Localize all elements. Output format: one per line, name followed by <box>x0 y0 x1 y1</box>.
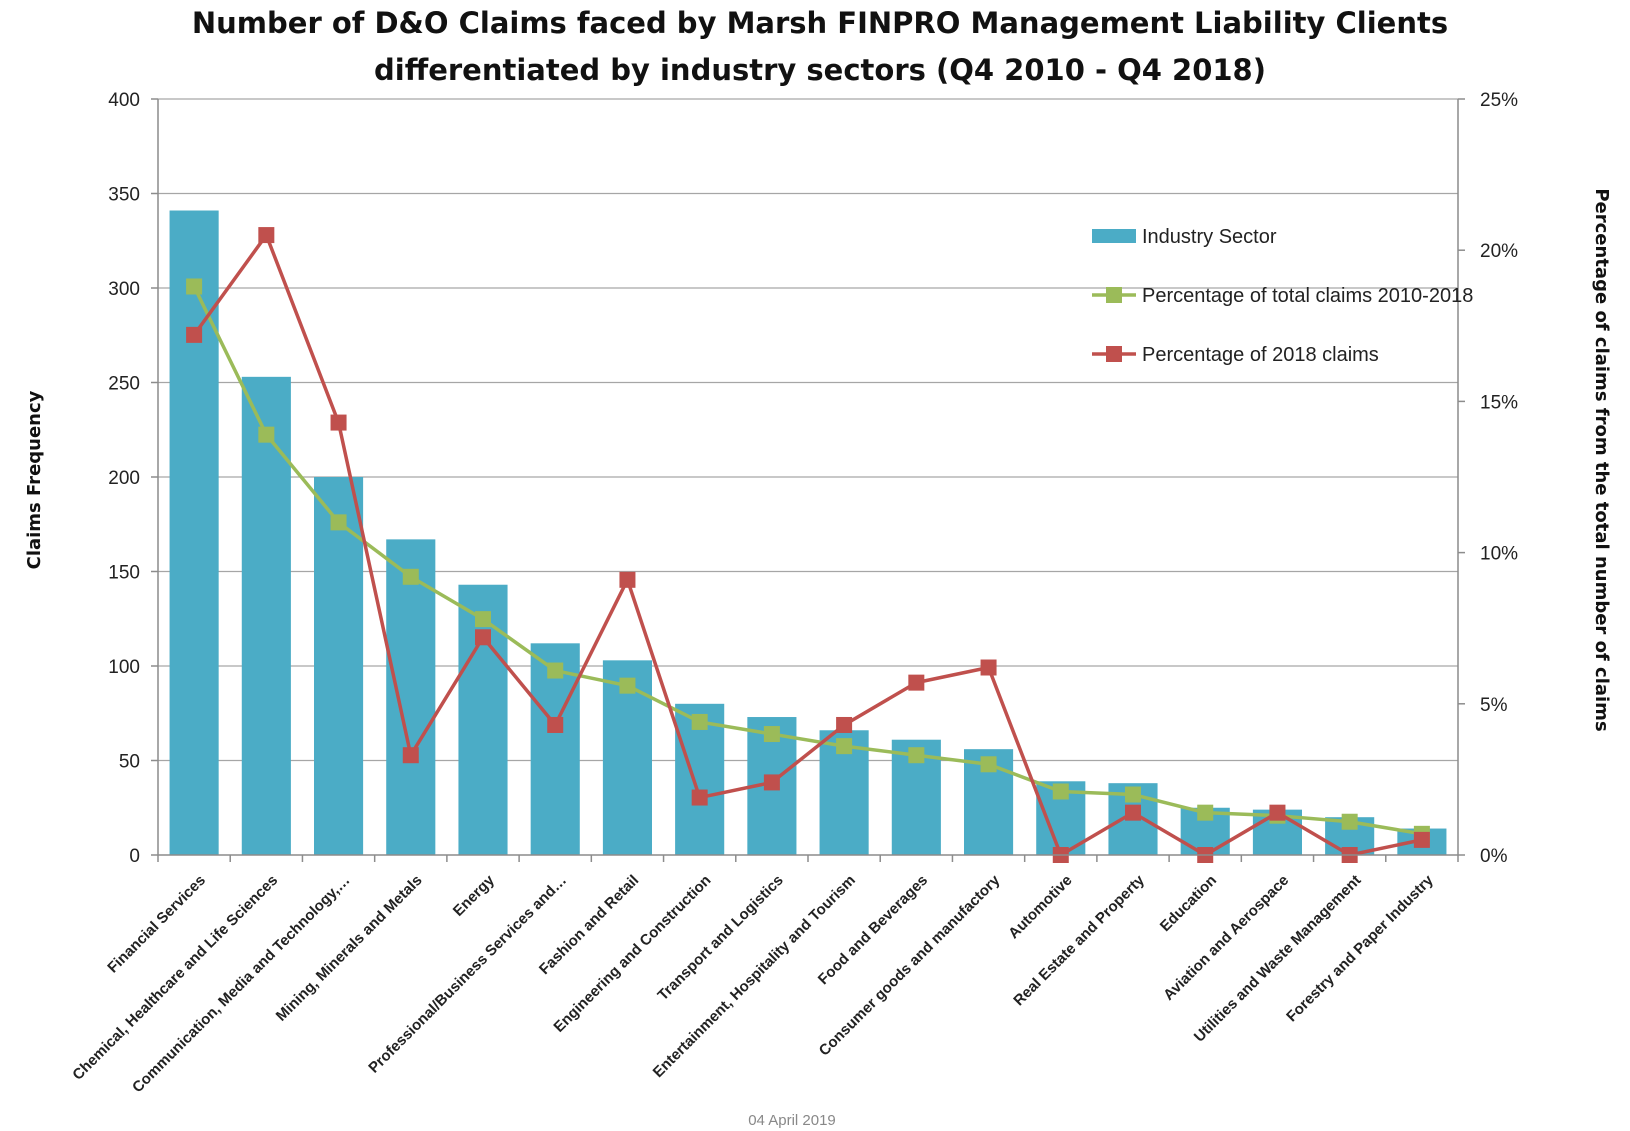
total-claims-point <box>908 747 925 764</box>
total-claims-point <box>1197 804 1214 821</box>
x-tick-label: Forestry and Paper Industry <box>1283 871 1437 1025</box>
claims-2018-point <box>763 774 780 791</box>
chart-title: Number of D&O Claims faced by Marsh FINP… <box>192 6 1448 87</box>
total-claims-point <box>475 611 491 628</box>
claims-2018-point <box>691 789 708 806</box>
chart-title-line-1: Number of D&O Claims faced by Marsh FINP… <box>192 6 1448 40</box>
axes <box>151 98 1465 862</box>
x-tick-label: Real Estate and Property <box>1010 871 1148 1009</box>
total-claims-point <box>691 713 708 730</box>
y-tick-labels: 0 50 100 150 200 250 300 350 400 <box>108 90 140 867</box>
y-tick-label: 300 <box>108 279 140 300</box>
y-tick-label: 400 <box>108 90 140 111</box>
legend-entry: Industry Sector <box>1142 226 1277 248</box>
legend: Industry Sector Percentage of total claim… <box>1092 226 1473 366</box>
total-claims-point <box>1341 813 1358 830</box>
total-claims-point <box>547 662 564 679</box>
bar <box>386 539 436 855</box>
total-claims-point <box>619 677 636 694</box>
gridlines <box>158 98 1458 762</box>
claims-2018-point <box>980 659 997 676</box>
claims-2018-point <box>1269 804 1286 821</box>
claims-2018-point <box>1413 831 1430 848</box>
bar <box>530 643 580 855</box>
y-tick-label: 50 <box>119 752 140 773</box>
claims-2018-point <box>547 716 564 733</box>
x-tick-label: Automotive <box>1005 872 1075 942</box>
claims-2018-point <box>258 227 275 244</box>
x-tick-label: Aviation and Aerospace <box>1160 872 1292 1004</box>
y-tick-label: 250 <box>108 374 140 395</box>
legend-entry: Percentage of total claims 2010-2018 <box>1142 285 1473 307</box>
x-tick-label: Education <box>1157 872 1220 935</box>
y2-tick-label: 20% <box>1480 241 1518 262</box>
claims-2018-point <box>836 716 853 733</box>
y2-axis-title: Percentage of claims from the total numb… <box>1591 188 1612 731</box>
y-tick-label: 100 <box>108 657 140 678</box>
legend-entry: Percentage of 2018 claims <box>1142 344 1379 366</box>
claims-2018-point <box>1125 804 1141 821</box>
claims-2018-point <box>186 326 203 343</box>
y2-tick-label: 5% <box>1480 695 1508 716</box>
total-claims-line <box>192 285 1423 836</box>
y-tick-label: 350 <box>108 185 140 206</box>
line-series <box>186 227 1430 863</box>
x-tick-label: Engineering and Construction <box>550 872 714 1036</box>
total-claims-point <box>836 738 853 755</box>
total-claims-point <box>1125 786 1141 803</box>
legend-marker-total <box>1106 287 1122 303</box>
total-claims-point <box>763 726 780 743</box>
total-claims-point <box>402 568 419 585</box>
y-tick-label: 0 <box>129 846 140 867</box>
y2-tick-label: 10% <box>1480 544 1518 565</box>
y2-tick-label: 0% <box>1480 846 1508 867</box>
footer-date: 04 April 2019 <box>748 1112 836 1129</box>
total-claims-point <box>258 426 275 443</box>
x-tick-label: Transport and Logistics <box>654 872 786 1004</box>
y-tick-label: 200 <box>108 468 140 489</box>
total-claims-point <box>980 756 997 773</box>
legend-swatch-bar <box>1092 229 1136 243</box>
legend-marker-2018 <box>1106 346 1122 362</box>
total-claims-point <box>330 514 347 531</box>
x-tick-label: Energy <box>450 871 498 919</box>
y2-tick-label: 25% <box>1480 90 1518 111</box>
x-tick-label: Mining, Minerals and Metals <box>273 872 426 1025</box>
claims-2018-point <box>475 629 491 646</box>
claims-2018-point <box>908 674 925 691</box>
y-tick-label: 150 <box>108 563 140 584</box>
claims-2018-point <box>402 747 419 764</box>
bar <box>241 376 291 855</box>
y-axis-title: Claims Frequency <box>24 390 45 569</box>
bar <box>314 477 364 855</box>
y2-tick-label: 15% <box>1480 392 1518 413</box>
total-claims-point <box>186 278 203 295</box>
chart-title-line-2: differentiated by industry sectors (Q4 2… <box>374 53 1266 87</box>
y2-tick-labels: 0% 5% 10% 15% 20% 25% <box>1480 90 1518 867</box>
claims-2018-point <box>619 571 636 588</box>
total-claims-point <box>1052 783 1069 800</box>
claims-2018-point <box>330 414 347 431</box>
bar <box>169 210 219 855</box>
claims-2018-line <box>192 233 1423 857</box>
